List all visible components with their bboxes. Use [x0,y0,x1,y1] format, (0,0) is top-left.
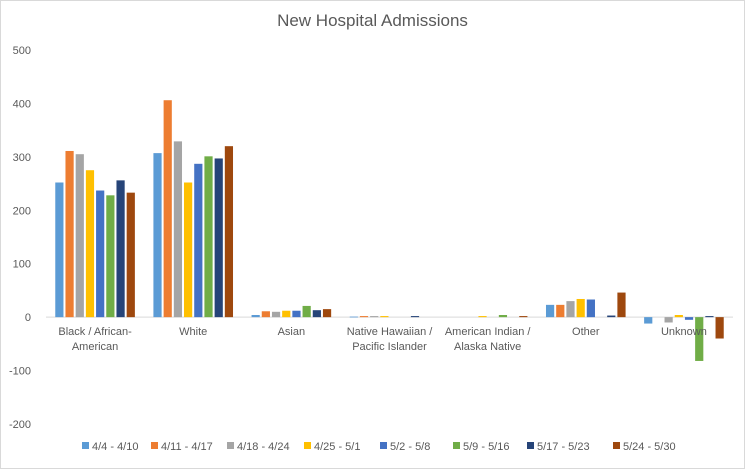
bar [566,301,575,318]
bar [85,170,95,318]
category-label: Pacific Islander [352,341,427,353]
legend-swatch [304,442,311,449]
bar [302,305,311,318]
category-label: Other [572,326,600,338]
category-label: Unknown [661,326,707,338]
legend-label: 4/4 - 4/10 [92,441,138,453]
bar [545,304,555,318]
bar [224,146,234,318]
bar [370,316,379,318]
bar [116,180,125,318]
legend-swatch [527,442,534,449]
bar [153,153,162,318]
category-label: Asian [278,326,306,338]
bar [271,311,281,318]
bar [586,299,595,318]
legend-swatch [151,442,158,449]
y-tick-label: 500 [13,45,31,57]
bar [715,317,724,339]
bar [312,310,321,318]
y-tick-label: 300 [13,152,31,164]
bar [498,315,508,318]
bar [664,317,673,323]
legend-swatch [613,442,620,449]
bar [204,156,213,318]
category-label: White [179,326,207,338]
category-label: Native Hawaiian / [347,326,434,338]
bar [349,316,358,318]
bar [261,311,270,318]
legend-swatch [227,442,234,449]
legend-label: 4/11 - 4/17 [161,441,213,453]
bar [674,315,683,318]
category-label: American Indian / [445,326,532,338]
legend-label: 5/17 - 5/23 [537,441,590,453]
bar [556,304,565,318]
bar [126,192,135,318]
bar [106,195,115,318]
y-tick-label: 0 [25,312,31,324]
legend-swatch [82,442,89,449]
bar [607,315,616,318]
bar [194,163,203,318]
bar [695,317,704,361]
category-label: Alaska Native [454,341,521,353]
y-tick-label: -200 [9,419,31,431]
bar [55,182,64,318]
bar [684,317,694,320]
bar [705,316,714,318]
bar [214,158,223,318]
legend-label: 4/18 - 4/24 [237,441,290,453]
bar [644,317,653,324]
legend-swatch [453,442,460,449]
bar [163,100,172,318]
bar [322,309,332,318]
y-tick-label: -100 [9,366,31,378]
bar [519,316,528,318]
bar [173,141,183,318]
legend-label: 5/2 - 5/8 [390,441,430,453]
bar [75,154,84,318]
bar [184,182,193,318]
legend-label: 5/24 - 5/30 [623,441,676,453]
bar [292,310,301,318]
y-tick-label: 100 [13,259,31,271]
bar [478,316,487,318]
bar [617,292,626,318]
y-tick-label: 400 [13,98,31,110]
bar [410,316,420,318]
y-tick-label: 200 [13,205,31,217]
category-label: American [72,341,118,353]
category-label: Black / African- [58,326,132,338]
chart-title: New Hospital Admissions [277,11,468,30]
legend-label: 4/25 - 5/1 [314,441,360,453]
bar [576,298,585,318]
legend-swatch [380,442,387,449]
bar [251,315,260,318]
bar [65,150,74,318]
bar [282,310,291,318]
bar [380,316,389,318]
legend-label: 5/9 - 5/16 [463,441,509,453]
bar [359,316,369,318]
bar [96,190,105,318]
